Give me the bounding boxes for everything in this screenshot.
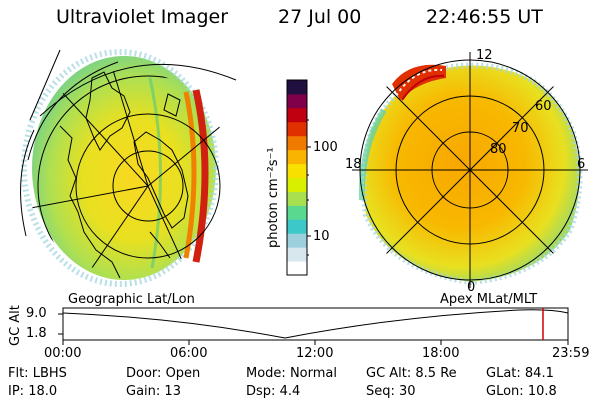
colorbar-cell (287, 219, 307, 234)
x-tick-1200: 12:00 (296, 346, 334, 361)
x-tick-0000: 00:00 (44, 346, 82, 361)
info-door: Door: Open (126, 366, 201, 381)
x-tick-1800: 18:00 (422, 346, 460, 361)
info-seq: Seq: 30 (366, 384, 416, 399)
left-auroral-arc (192, 89, 209, 263)
colorbar (286, 79, 311, 276)
info-mode: Mode: Normal (246, 366, 337, 381)
colorbar-cell (287, 80, 307, 95)
info-glat: GLat: 84.1 (486, 366, 554, 381)
y-tick-9: 9.0 (26, 306, 47, 321)
info-gc-alt: GC Alt: 8.5 Re (366, 366, 457, 381)
mlat-label-80: 80 (490, 142, 507, 157)
colorbar-cell (287, 261, 307, 276)
colorbar-cell (287, 135, 307, 151)
colorbar-tick-10: 10 (313, 229, 330, 244)
colorbar-cell (287, 163, 307, 178)
apex-caption: Apex MLat/MLT (440, 292, 538, 307)
geographic-caption: Geographic Lat/Lon (68, 292, 195, 307)
right-auroral-image (364, 65, 580, 282)
x-tick-0600: 06:00 (170, 346, 208, 361)
colorbar-cell (287, 93, 307, 109)
mlat-label-70: 70 (512, 121, 529, 136)
altitude-ylabel: GC Alt (8, 305, 23, 346)
colorbar-cell (287, 177, 307, 192)
coastlines (59, 71, 189, 279)
altitude-plot-frame (62, 307, 569, 341)
colorbar-cell (287, 233, 307, 248)
geographic-map (20, 49, 237, 287)
date-label: 27 Jul 00 (278, 6, 362, 28)
info-ip: IP: 18.0 (8, 384, 58, 399)
mlt-label-0: 0 (467, 280, 476, 295)
colorbar-cell (287, 205, 307, 220)
mlt-label-12: 12 (476, 48, 493, 63)
mlt-label-18: 18 (345, 157, 362, 172)
y-tick-1.8: 1.8 (26, 326, 47, 341)
info-flt: Flt: LBHS (8, 366, 67, 381)
apex-map (352, 52, 588, 288)
info-gain: Gain: 13 (126, 384, 181, 399)
colorbar-tick-100: 100 (313, 140, 338, 155)
mlt-label-6: 6 (577, 157, 586, 172)
info-glon: GLon: 10.8 (486, 384, 557, 399)
colorbar-cell (287, 191, 307, 206)
colorbar-unit-label: photon cm⁻²s⁻¹ (266, 147, 281, 248)
instrument-title: Ultraviolet Imager (56, 6, 229, 28)
altitude-curve (62, 309, 569, 339)
time-label: 22:46:55 UT (426, 6, 543, 28)
colorbar-cell (287, 149, 307, 165)
colorbar-cells (287, 80, 307, 276)
colorbar-cell (287, 121, 307, 137)
x-tick-2359: 23:59 (552, 346, 590, 361)
altitude-plot (58, 307, 569, 345)
colorbar-cell (287, 107, 307, 123)
info-dsp: Dsp: 4.4 (246, 384, 301, 399)
colorbar-cell (287, 247, 307, 262)
mlat-label-60: 60 (535, 99, 552, 114)
